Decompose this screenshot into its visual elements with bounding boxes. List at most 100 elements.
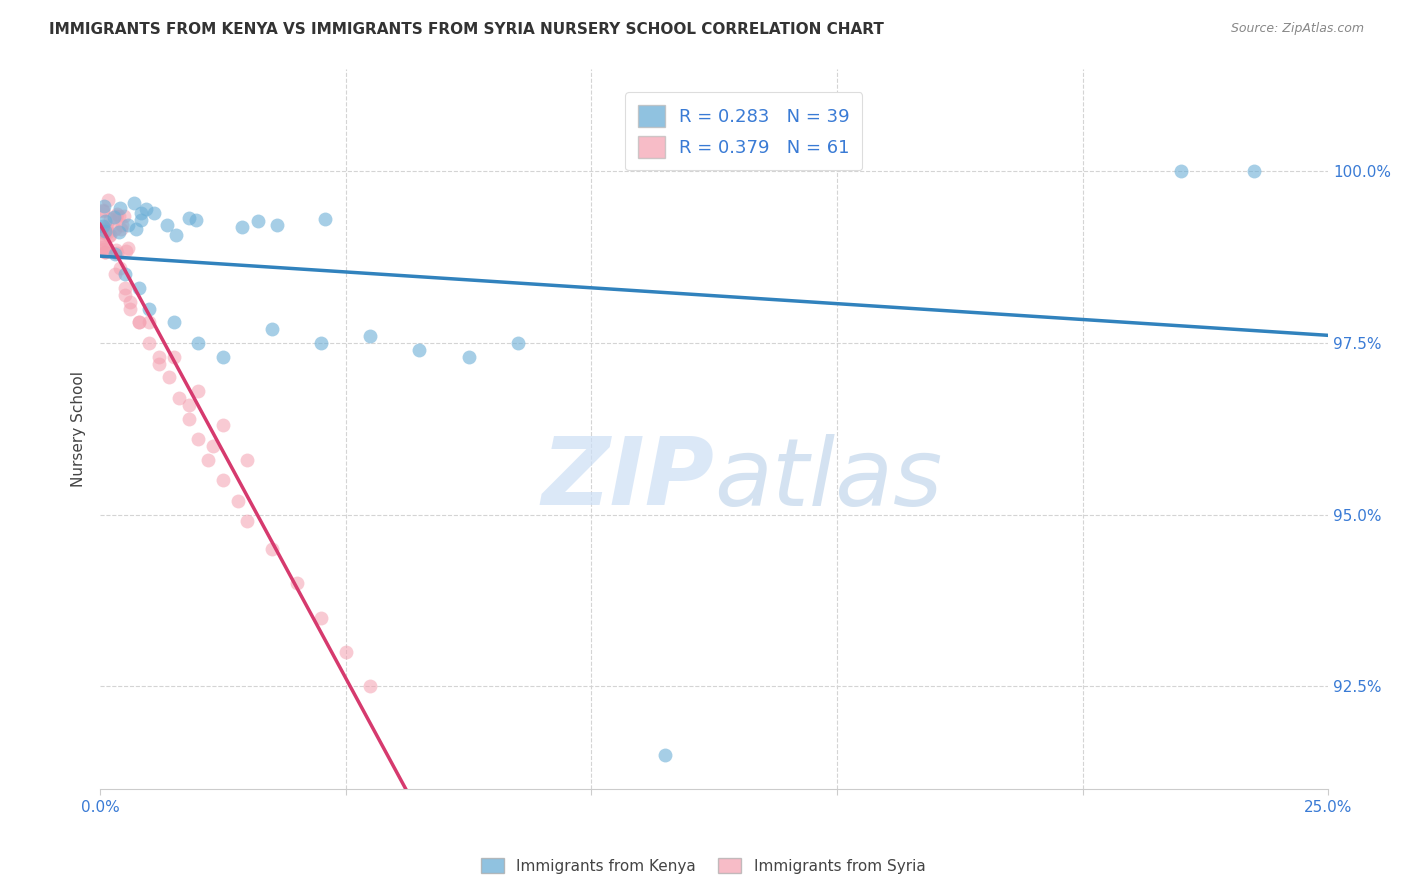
Point	[1243, 164, 1265, 178]
Point	[122, 195, 145, 210]
Point	[128, 315, 150, 329]
Point	[96, 225, 118, 239]
Point	[148, 357, 170, 371]
Point	[115, 244, 138, 258]
Point	[179, 211, 201, 225]
Point	[236, 452, 259, 467]
Point	[111, 219, 134, 233]
Point	[212, 473, 235, 487]
Point	[93, 224, 115, 238]
Point	[157, 370, 180, 384]
Point	[163, 315, 186, 329]
Point	[187, 432, 209, 446]
Point	[108, 260, 131, 275]
Point	[91, 204, 114, 219]
Point	[197, 452, 219, 467]
Point	[457, 350, 479, 364]
Point	[97, 228, 120, 243]
Point	[335, 645, 357, 659]
Point	[96, 219, 118, 234]
Point	[96, 222, 118, 236]
Point	[108, 209, 131, 223]
Point	[1170, 164, 1192, 178]
Point	[98, 211, 121, 226]
Point	[135, 202, 157, 217]
Point	[177, 411, 200, 425]
Point	[187, 384, 209, 398]
Point	[114, 288, 136, 302]
Point	[184, 213, 207, 227]
Point	[231, 220, 253, 235]
Point	[212, 350, 235, 364]
Point	[165, 227, 187, 242]
Point	[104, 247, 127, 261]
Point	[117, 242, 139, 256]
Point	[107, 225, 129, 239]
Point	[359, 679, 381, 693]
Point	[91, 239, 114, 253]
Point	[91, 236, 114, 251]
Point	[260, 322, 283, 336]
Point	[187, 336, 209, 351]
Point	[118, 294, 141, 309]
Point	[93, 243, 115, 257]
Point	[129, 213, 152, 227]
Point	[177, 398, 200, 412]
Point	[266, 218, 288, 232]
Point	[118, 301, 141, 316]
Point	[143, 206, 166, 220]
Point	[314, 211, 336, 226]
Point	[260, 541, 283, 556]
Point	[129, 205, 152, 219]
Legend: R = 0.283   N = 39, R = 0.379   N = 61: R = 0.283 N = 39, R = 0.379 N = 61	[624, 92, 862, 170]
Point	[138, 336, 160, 351]
Y-axis label: Nursery School: Nursery School	[72, 371, 86, 487]
Point	[94, 224, 117, 238]
Point	[202, 439, 225, 453]
Point	[506, 336, 529, 351]
Point	[103, 210, 125, 224]
Point	[285, 576, 308, 591]
Point	[105, 245, 128, 260]
Point	[94, 245, 117, 260]
Point	[104, 268, 127, 282]
Point	[114, 268, 136, 282]
Point	[110, 221, 132, 235]
Point	[93, 214, 115, 228]
Point	[93, 245, 115, 260]
Point	[167, 391, 190, 405]
Point	[91, 219, 114, 233]
Text: Source: ZipAtlas.com: Source: ZipAtlas.com	[1230, 22, 1364, 36]
Point	[138, 301, 160, 316]
Point	[148, 350, 170, 364]
Point	[114, 281, 136, 295]
Point	[163, 350, 186, 364]
Point	[128, 281, 150, 295]
Point	[408, 343, 430, 357]
Point	[91, 203, 114, 218]
Point	[97, 194, 120, 208]
Point	[108, 202, 131, 216]
Text: atlas: atlas	[714, 434, 942, 524]
Point	[124, 221, 146, 235]
Point	[309, 610, 332, 624]
Text: IMMIGRANTS FROM KENYA VS IMMIGRANTS FROM SYRIA NURSERY SCHOOL CORRELATION CHART: IMMIGRANTS FROM KENYA VS IMMIGRANTS FROM…	[49, 22, 884, 37]
Point	[654, 747, 676, 762]
Point	[93, 198, 115, 212]
Text: ZIP: ZIP	[541, 434, 714, 525]
Point	[98, 227, 121, 242]
Point	[105, 243, 128, 257]
Point	[156, 218, 179, 232]
Point	[91, 226, 114, 240]
Point	[138, 315, 160, 329]
Point	[105, 209, 128, 223]
Legend: Immigrants from Kenya, Immigrants from Syria: Immigrants from Kenya, Immigrants from S…	[475, 852, 931, 880]
Point	[94, 227, 117, 241]
Point	[94, 225, 117, 239]
Point	[212, 418, 235, 433]
Point	[91, 232, 114, 246]
Point	[117, 218, 139, 232]
Point	[226, 494, 249, 508]
Point	[105, 207, 128, 221]
Point	[236, 515, 259, 529]
